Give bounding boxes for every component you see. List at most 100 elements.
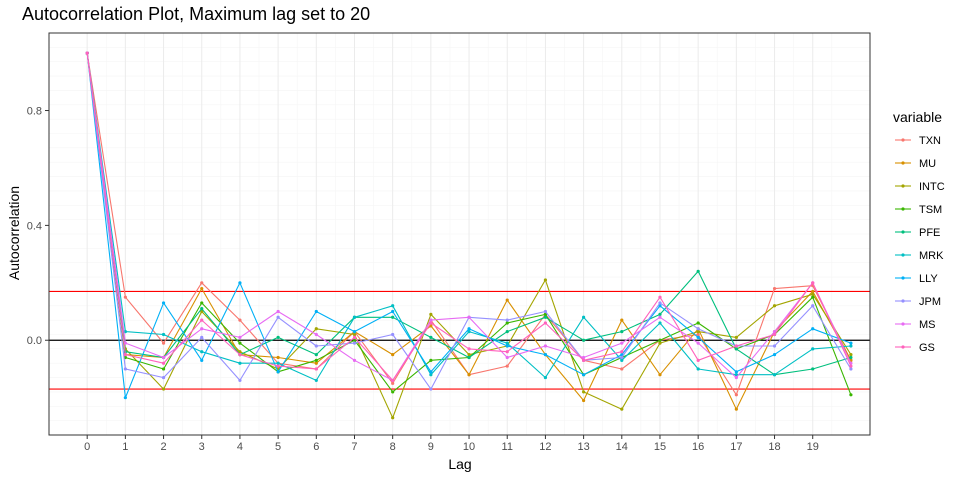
data-point-mu [505, 298, 509, 302]
data-point-intc [238, 350, 242, 354]
x-tick-label: 10 [463, 441, 475, 453]
legend-label: TXN [919, 135, 941, 147]
data-point-mu [200, 286, 204, 291]
data-point-txn [161, 341, 166, 345]
data-point-mrk [658, 321, 662, 325]
data-point-tsm [200, 301, 204, 305]
data-point-mrk [734, 373, 738, 377]
data-point-gs [734, 344, 738, 348]
x-tick-label: 7 [351, 441, 357, 453]
data-point-txn [772, 286, 777, 291]
data-point-tsm [352, 338, 357, 342]
data-point-lly [314, 309, 318, 314]
data-point-intc [314, 327, 318, 331]
data-point-intc [582, 390, 586, 394]
legend-key-point [901, 230, 905, 234]
data-point-lly [620, 353, 624, 357]
x-tick-label: 3 [199, 441, 205, 453]
data-point-tsm [811, 295, 815, 299]
data-point-ms [772, 330, 777, 334]
data-point-mrk [200, 350, 204, 354]
data-point-mu [467, 373, 471, 377]
data-point-lly [582, 373, 586, 377]
data-point-jpm [161, 375, 166, 380]
legend-label: MU [919, 158, 936, 170]
data-point-tsm [161, 367, 166, 371]
data-point-gs [238, 353, 242, 357]
legend-key-point [901, 184, 905, 188]
legend-key-point [901, 253, 905, 257]
y-axis-title: Autocorrelation [6, 186, 22, 280]
x-tick-label: 19 [807, 441, 819, 453]
y-tick-label: 0.0 [27, 335, 42, 347]
data-point-mrk [543, 375, 548, 380]
data-point-lly [391, 309, 395, 314]
data-point-intc [352, 332, 357, 337]
data-point-gs [543, 321, 548, 325]
data-point-gs [85, 51, 89, 55]
data-point-mrk [123, 330, 127, 334]
data-point-jpm [391, 332, 395, 337]
data-point-jpm [772, 344, 777, 348]
data-point-lly [467, 327, 471, 331]
data-point-pfe [849, 355, 853, 360]
data-point-mrk [620, 358, 624, 362]
data-point-txn [505, 364, 509, 368]
x-tick-label: 15 [654, 441, 666, 453]
data-point-lly [276, 370, 280, 374]
legend-title: variable [893, 109, 942, 125]
x-tick-label: 2 [160, 441, 166, 453]
data-point-mrk [238, 361, 242, 365]
data-point-gs [849, 364, 853, 368]
data-point-gs [620, 350, 624, 354]
data-point-lly [123, 396, 127, 400]
data-point-gs [200, 318, 204, 322]
legend-key-point [901, 276, 905, 280]
data-point-pfe [811, 367, 815, 371]
data-point-gs [467, 347, 471, 351]
chart-title: Autocorrelation Plot, Maximum lag set to… [22, 4, 370, 24]
data-point-jpm [658, 301, 662, 305]
data-point-mrk [429, 373, 433, 377]
data-point-ms [658, 315, 662, 319]
data-point-lly [505, 344, 509, 348]
x-tick-label: 9 [428, 441, 434, 453]
data-point-mrk [772, 373, 777, 377]
data-point-intc [200, 309, 204, 314]
data-point-mu [620, 318, 624, 322]
data-point-pfe [200, 307, 204, 311]
data-point-jpm [314, 344, 318, 348]
data-point-lly [772, 353, 777, 357]
data-point-ms [276, 309, 280, 314]
x-tick-label: 8 [390, 441, 396, 453]
x-tick-label: 5 [275, 441, 281, 453]
x-tick-label: 11 [502, 441, 513, 453]
data-point-pfe [391, 315, 395, 319]
data-point-gs [391, 378, 395, 383]
data-point-intc [849, 353, 853, 357]
data-point-mrk [467, 330, 471, 334]
data-point-ms [200, 327, 204, 331]
data-point-jpm [505, 318, 509, 322]
data-point-mrk [582, 315, 586, 319]
data-point-gs [314, 367, 318, 371]
data-point-jpm [352, 341, 357, 345]
legend-key-point [901, 345, 905, 349]
legend-key-point [901, 207, 905, 211]
data-point-ms [620, 341, 624, 345]
data-point-intc [734, 335, 738, 339]
legend-key-point [901, 299, 905, 303]
data-point-gs [696, 358, 700, 362]
legend-label: MRK [919, 250, 944, 262]
data-point-mrk [391, 304, 395, 308]
legend-label: MS [919, 319, 936, 331]
x-tick-label: 4 [237, 441, 243, 453]
data-point-lly [849, 341, 853, 345]
data-point-mrk [811, 347, 815, 351]
data-point-mu [391, 353, 395, 357]
data-point-mu [811, 289, 815, 294]
legend-label: TSM [919, 204, 942, 216]
x-tick-label: 12 [539, 441, 551, 453]
x-tick-label: 18 [768, 441, 780, 453]
data-point-txn [620, 367, 624, 371]
